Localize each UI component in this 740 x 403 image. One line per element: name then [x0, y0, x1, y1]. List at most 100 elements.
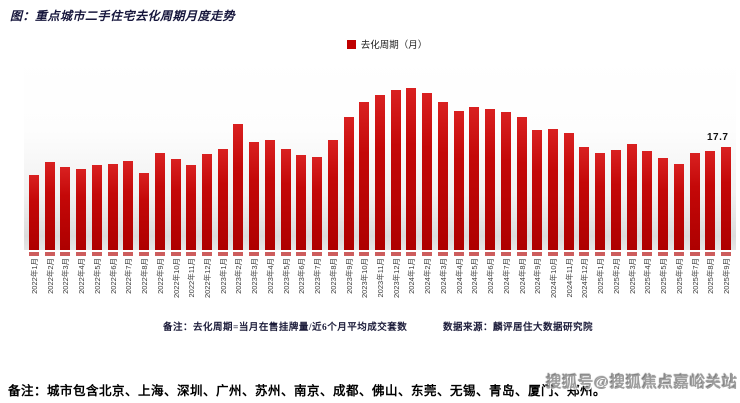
bar — [563, 132, 574, 250]
x-axis-label: 2023年7月 — [313, 258, 323, 294]
x-axis-label: 2022年10月 — [171, 258, 181, 299]
bar-reflection — [60, 252, 71, 256]
x-axis-label: 2022年8月 — [140, 258, 150, 294]
legend-label: 去化周期（月） — [360, 40, 428, 51]
x-axis-label: 2022年2月 — [45, 258, 55, 294]
bar — [406, 88, 417, 250]
bar-reflection — [516, 252, 527, 256]
x-axis-label: 2024年11月 — [564, 258, 574, 298]
x-axis-label: 2024年10月 — [549, 258, 558, 299]
bar — [60, 166, 71, 250]
x-axis-label: 2023年8月 — [328, 258, 338, 294]
bar-reflection — [29, 252, 39, 256]
bar-reflection — [76, 252, 87, 256]
bar-reflection — [626, 252, 637, 256]
x-axis-label: 2024年4月 — [454, 258, 464, 294]
bar — [296, 154, 307, 250]
bar — [595, 153, 606, 250]
bar-reflection — [721, 252, 731, 256]
bar — [469, 106, 480, 250]
x-axis-label: 2025年3月 — [627, 258, 637, 294]
legend-color-swatch-icon — [346, 39, 356, 49]
x-axis-label: 2024年1月 — [407, 258, 417, 294]
watermark: 搜狐号@搜狐焦点嘉峪关站 — [546, 374, 738, 391]
bar — [548, 128, 558, 250]
bar-reflection — [280, 252, 291, 256]
bar-reflection — [705, 252, 716, 256]
bar-series: 17.7 — [29, 62, 731, 250]
x-axis-label: 2023年10月 — [360, 258, 370, 299]
bar-reflection-row — [29, 252, 731, 257]
bar-reflection — [579, 252, 590, 256]
bar — [658, 157, 669, 250]
bar-reflection — [327, 252, 338, 256]
bar-reflection — [44, 252, 55, 256]
bar — [689, 153, 700, 250]
bar-reflection — [186, 252, 197, 256]
x-axis-label: 2022年1月 — [30, 258, 39, 294]
bar-reflection — [139, 252, 150, 256]
chart-title: 图：重点城市二手住宅去化周期月度走势 — [10, 9, 236, 23]
bar-reflection — [154, 252, 165, 256]
x-axis-label: 2023年3月 — [250, 258, 260, 294]
x-axis-label: 2024年3月 — [438, 258, 448, 294]
bar — [610, 150, 621, 250]
bar-reflection — [107, 252, 118, 256]
x-axis-label: 2025年9月 — [722, 258, 731, 294]
bar-reflection — [217, 252, 228, 256]
x-axis-label: 2025年8月 — [706, 258, 716, 294]
bar-reflection — [642, 252, 653, 256]
x-axis-label: 2024年9月 — [533, 258, 543, 294]
x-axis-label: 2025年2月 — [611, 258, 621, 294]
bar — [375, 95, 385, 250]
x-axis-label: 2024年8月 — [517, 258, 527, 294]
bar — [327, 139, 338, 250]
bar-reflection — [406, 252, 417, 256]
bar-reflection — [249, 252, 260, 256]
bar — [705, 151, 716, 250]
bar — [76, 169, 87, 250]
footer-note-cities: 备注：城市包含北京、上海、深圳、广州、苏州、南京、成都、佛山、东莞、无锡、青岛、… — [8, 384, 607, 398]
bar — [154, 152, 165, 250]
bar-reflection — [202, 252, 212, 256]
x-axis-label: 2023年12月 — [391, 258, 401, 299]
bar — [626, 143, 637, 250]
bar-reflection — [170, 252, 181, 256]
x-axis-label: 2022年4月 — [77, 258, 87, 294]
bar-reflection — [233, 252, 244, 256]
bar — [721, 147, 731, 250]
bar-reflection — [375, 252, 385, 256]
bar — [532, 129, 543, 250]
x-axis-label: 2023年6月 — [297, 258, 307, 294]
bar-reflection — [312, 252, 323, 256]
bar — [312, 156, 323, 250]
bar — [673, 164, 684, 250]
x-axis-label: 2025年5月 — [659, 258, 669, 294]
x-axis-label: 2023年11月 — [376, 258, 385, 298]
bar-reflection — [91, 252, 102, 256]
bar-reflection — [548, 252, 558, 256]
x-axis-label: 2024年2月 — [423, 258, 433, 294]
bar — [91, 164, 102, 250]
x-axis-label: 2024年7月 — [501, 258, 511, 294]
bar — [516, 116, 527, 250]
bar-reflection — [673, 252, 684, 256]
bar — [44, 161, 55, 250]
bar-reflection — [485, 252, 496, 256]
note-formula: 备注：去化周期=当月在售挂牌量/近6个月平均成交套数 — [163, 323, 408, 333]
bar — [579, 146, 590, 250]
bar — [186, 164, 197, 250]
bar — [280, 148, 291, 250]
x-axis-label: 2023年2月 — [234, 258, 244, 294]
bar — [170, 158, 181, 250]
x-axis-label: 2022年12月 — [203, 258, 212, 299]
bar — [107, 163, 118, 250]
bar-reflection — [563, 252, 574, 256]
chart-legend: 去化周期（月） — [0, 37, 740, 51]
bar — [437, 102, 448, 250]
x-axis-label: 2023年4月 — [265, 258, 275, 294]
bar-reflection — [422, 252, 433, 256]
x-axis-label: 2024年12月 — [580, 258, 590, 299]
x-axis-label: 2025年7月 — [690, 258, 700, 294]
